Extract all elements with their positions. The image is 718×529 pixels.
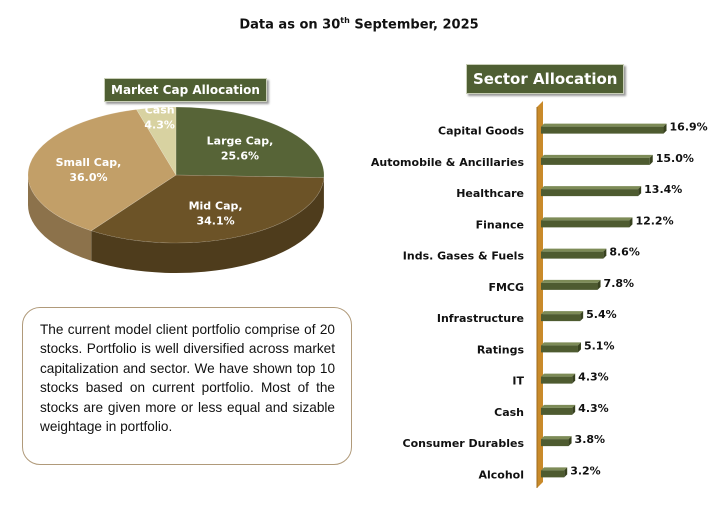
pie-label-mid-cap: Mid Cap, <box>189 200 243 213</box>
bar-value-alcohol: 3.2% <box>570 464 601 477</box>
bar-end-cash <box>572 404 576 415</box>
bar-category-consumer-durables: Consumer Durables <box>403 437 525 450</box>
bar-value-it: 4.3% <box>578 371 609 384</box>
bar-top-it <box>541 373 576 377</box>
bar-top-fmcg <box>541 279 601 283</box>
pie-slice-large-cap <box>175 106 325 178</box>
bar-category-ratings: Ratings <box>477 343 525 356</box>
bar-value-healthcare: 13.4% <box>644 183 682 196</box>
bar-axis-wall <box>537 101 543 488</box>
pie-chart-title: Market Cap Allocation <box>104 78 267 102</box>
pie-label-large-cap: Large Cap, <box>207 135 274 148</box>
bar-end-inds-gases-fuels <box>603 248 607 259</box>
bar-finance <box>541 220 630 228</box>
bar-top-inds-gases-fuels <box>541 248 607 252</box>
bar-category-fmcg: FMCG <box>488 281 524 294</box>
pie-slice-cash <box>136 106 177 177</box>
bar-end-healthcare <box>638 186 642 197</box>
bar-category-inds-gases-fuels: Inds. Gases & Fuels <box>403 250 525 263</box>
bar-ratings <box>541 345 578 353</box>
pie-side-walls <box>28 175 324 273</box>
pie-side-mid-cap <box>91 177 324 273</box>
bar-category-automobile-ancillaries: Automobile & Ancillaries <box>371 156 525 169</box>
bar-it <box>541 376 573 384</box>
bar-end-it <box>572 373 576 384</box>
bar-end-infrastructure <box>580 311 584 322</box>
pie-side-small-cap <box>28 175 92 261</box>
bar-value-fmcg: 7.8% <box>604 277 635 290</box>
bar-top-consumer-durables <box>541 436 572 440</box>
bar-fmcg <box>541 282 598 290</box>
bar-top-finance <box>541 217 633 221</box>
bar-category-capital-goods: Capital Goods <box>438 125 524 138</box>
pie-value-mid-cap: 34.1% <box>196 215 234 228</box>
pie-label-small-cap: Small Cap, <box>56 156 122 169</box>
bar-infrastructure <box>541 314 581 322</box>
bar-value-finance: 12.2% <box>635 214 673 227</box>
pie-slice-mid-cap <box>90 174 325 244</box>
bar-capital-goods <box>541 126 664 134</box>
bar-end-alcohol <box>564 467 568 478</box>
bar-automobile-ancillaries <box>541 157 650 165</box>
bar-cash <box>541 407 573 415</box>
pie-value-cash: 4.3% <box>144 119 175 132</box>
bar-category-healthcare: Healthcare <box>456 187 524 200</box>
bar-value-capital-goods: 16.9% <box>670 121 708 134</box>
bar-inds-gases-fuels <box>541 251 604 259</box>
bar-end-fmcg <box>597 279 601 290</box>
report-date: Data as on 30th September, 2025 <box>0 16 718 32</box>
bar-end-ratings <box>577 342 581 353</box>
portfolio-note-box: The current model client portfolio compr… <box>22 307 352 465</box>
bar-end-capital-goods <box>663 123 667 134</box>
bar-category-cash: Cash <box>494 406 524 419</box>
bar-value-ratings: 5.1% <box>584 339 615 352</box>
bar-value-automobile-ancillaries: 15.0% <box>656 152 694 165</box>
bar-top-alcohol <box>541 467 568 471</box>
bar-top-cash <box>541 404 576 408</box>
bar-healthcare <box>541 189 639 197</box>
bar-category-alcohol: Alcohol <box>478 468 524 481</box>
bar-category-finance: Finance <box>476 218 524 231</box>
bar-end-finance <box>629 217 633 228</box>
pie-value-small-cap: 36.0% <box>69 171 107 184</box>
bar-value-consumer-durables: 3.8% <box>575 433 606 446</box>
pie-label-cash: Cash <box>145 104 175 117</box>
bar-top-automobile-ancillaries <box>541 154 653 158</box>
bar-category-it: IT <box>512 375 524 388</box>
bar-value-cash: 4.3% <box>578 402 609 415</box>
date-month-year: September, 2025 <box>349 17 479 33</box>
pie-slice-small-cap <box>27 109 177 232</box>
bar-top-ratings <box>541 342 581 346</box>
date-prefix: Data as on 30 <box>239 17 341 33</box>
date-suffix-ordinal: th <box>340 16 350 25</box>
bar-value-infrastructure: 5.4% <box>586 308 617 321</box>
bar-consumer-durables <box>541 439 569 447</box>
bar-chart-title: Sector Allocation <box>466 64 625 94</box>
bar-end-automobile-ancillaries <box>649 154 653 165</box>
pie-value-large-cap: 25.6% <box>221 150 259 163</box>
bar-value-inds-gases-fuels: 8.6% <box>609 246 640 259</box>
bar-top-infrastructure <box>541 311 584 315</box>
portfolio-note-text: The current model client portfolio compr… <box>40 322 335 435</box>
bar-top-healthcare <box>541 186 642 190</box>
bar-end-consumer-durables <box>568 436 572 447</box>
bar-category-infrastructure: Infrastructure <box>437 312 524 325</box>
bar-top-capital-goods <box>541 123 667 127</box>
bar-alcohol <box>541 470 565 478</box>
